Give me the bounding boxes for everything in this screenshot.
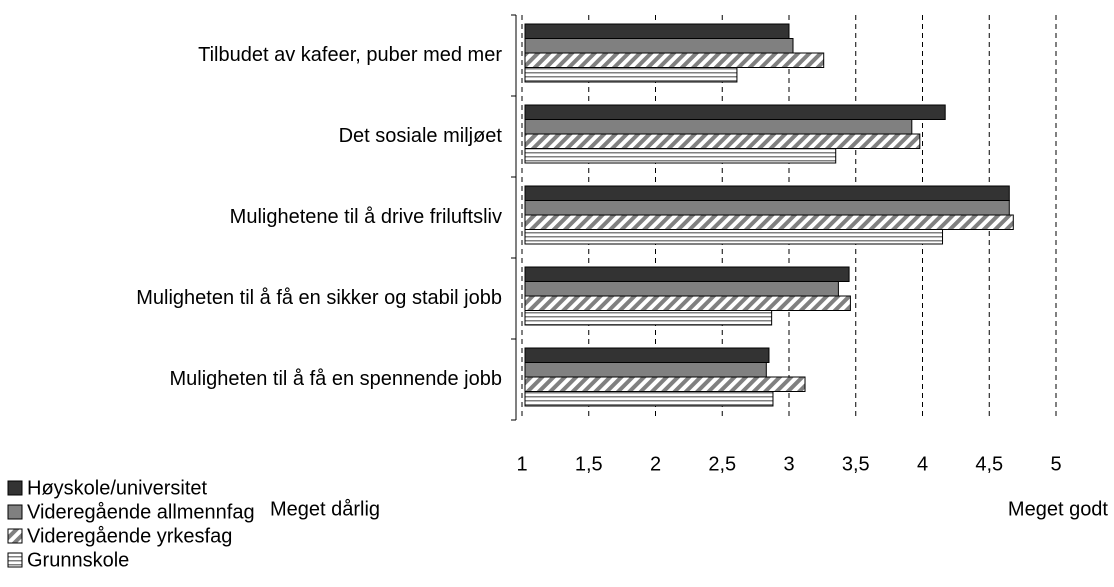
x-tick-label: 3 — [783, 453, 794, 475]
category-label: Muligheten til å få en spennende jobb — [170, 368, 502, 390]
legend-swatch — [7, 552, 23, 568]
bar — [524, 119, 913, 135]
bar — [524, 391, 774, 407]
axis-annotation-right: Meget godt — [1008, 498, 1109, 520]
bar — [524, 133, 921, 149]
axis-annotation-left: Meget dårlig — [270, 498, 380, 520]
bar — [524, 295, 851, 311]
bar — [524, 266, 850, 282]
x-tick-label: 4 — [917, 453, 928, 475]
x-tick-label: 5 — [1050, 453, 1061, 475]
legend-swatch — [7, 480, 23, 496]
legend-label: Videregående yrkesfag — [27, 525, 232, 547]
category-label: Det sosiale miljøet — [339, 125, 503, 147]
bar — [524, 23, 790, 39]
bar — [524, 310, 773, 326]
bar — [524, 362, 767, 378]
x-tick-label: 1 — [516, 453, 527, 475]
x-tick-label: 4,5 — [975, 453, 1003, 475]
bar — [524, 214, 1014, 230]
bar — [524, 200, 1010, 216]
bar — [524, 104, 946, 120]
bar — [524, 376, 806, 392]
bar — [524, 347, 770, 363]
legend-label: Høyskole/universitet — [27, 477, 208, 499]
category-label: Muligheten til å få en sikker og stabil … — [136, 287, 502, 309]
x-tick-label: 1,5 — [575, 453, 603, 475]
bar — [524, 281, 839, 297]
legend-label: Videregående allmennfag — [27, 501, 255, 523]
bar — [524, 67, 738, 83]
x-tick-label: 3,5 — [842, 453, 870, 475]
legend-label: Grunnskole — [27, 549, 129, 571]
bar — [524, 185, 1010, 201]
bar — [524, 229, 944, 245]
category-label: Mulighetene til å drive friluftsliv — [230, 206, 502, 228]
bar — [524, 52, 825, 68]
x-tick-label: 2 — [650, 453, 661, 475]
bar — [524, 148, 837, 164]
x-tick-label: 2,5 — [708, 453, 736, 475]
legend-swatch — [7, 504, 23, 520]
bar — [524, 38, 794, 54]
category-label: Tilbudet av kafeer, puber med mer — [198, 44, 502, 66]
legend-swatch — [7, 528, 23, 544]
